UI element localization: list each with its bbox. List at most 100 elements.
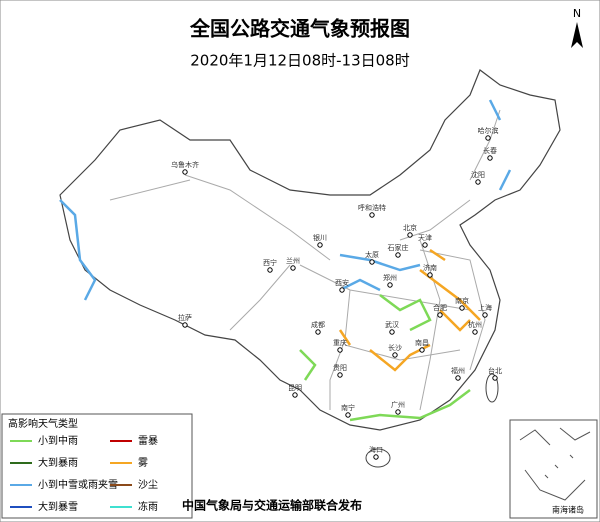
city-label: 银川 xyxy=(313,233,327,242)
city-dot xyxy=(487,155,493,161)
city-dot xyxy=(337,347,343,353)
city-dot xyxy=(182,322,188,328)
china-outline xyxy=(59,69,561,431)
city-label: 武汉 xyxy=(385,320,399,329)
city-label: 济南 xyxy=(423,263,437,272)
city-dot xyxy=(369,259,375,265)
city-label: 拉萨 xyxy=(178,313,192,322)
city-dot xyxy=(389,329,395,335)
city-label: 兰州 xyxy=(286,256,300,265)
weather-road xyxy=(439,309,471,332)
city-label: 沈阳 xyxy=(471,170,485,179)
legend-label: 沙尘 xyxy=(138,479,158,491)
legend-label: 冻雨 xyxy=(138,500,158,513)
north-arrow-shape xyxy=(571,22,583,48)
city-label: 长沙 xyxy=(388,343,402,352)
city-label: 海口 xyxy=(369,445,383,454)
city-label: 杭州 xyxy=(468,320,482,329)
city-dot xyxy=(422,242,428,248)
weather-road xyxy=(379,294,432,332)
road xyxy=(419,249,486,371)
road xyxy=(229,264,291,331)
city-label: 西宁 xyxy=(263,258,277,267)
weather-road xyxy=(339,253,421,272)
city-dot xyxy=(455,375,461,381)
city-label: 重庆 xyxy=(333,338,347,347)
city-dot xyxy=(315,329,321,335)
legend-label: 大到暴雪 xyxy=(38,500,78,513)
city-label: 太原 xyxy=(365,250,379,259)
city-dot xyxy=(459,305,465,311)
city-label: 乌鲁木齐 xyxy=(171,160,199,169)
city-dot xyxy=(345,412,351,418)
legend-label: 雷暴 xyxy=(138,435,158,447)
city-dot xyxy=(485,135,491,141)
title: 全国公路交通气象预报图 xyxy=(189,17,410,41)
city-dot xyxy=(492,375,498,381)
road xyxy=(329,289,351,410)
city-dot xyxy=(475,179,481,185)
city-label: 南昌 xyxy=(415,338,429,347)
city-label: 上海 xyxy=(478,303,492,312)
weather-road xyxy=(488,99,512,191)
city-dot xyxy=(339,287,345,293)
road xyxy=(469,109,501,181)
subtitle: 2020年1月12日08时-13日08时 xyxy=(190,52,409,70)
city-dot xyxy=(472,329,478,335)
weather-road xyxy=(299,349,317,381)
city-dot xyxy=(419,347,425,353)
city-label: 天津 xyxy=(418,234,432,242)
city-label: 福州 xyxy=(451,366,465,375)
city-label: 广州 xyxy=(391,400,405,409)
roads xyxy=(59,99,512,422)
weather-road xyxy=(339,278,381,292)
weather-road xyxy=(349,389,471,422)
city-dot xyxy=(407,232,413,238)
weather-road xyxy=(338,248,446,346)
city-dot xyxy=(182,169,188,175)
road xyxy=(184,174,331,261)
city-label: 石家庄 xyxy=(388,243,409,252)
taiwan xyxy=(485,373,499,403)
city-label: 北京 xyxy=(403,223,417,232)
road xyxy=(419,239,441,411)
road xyxy=(344,344,461,361)
north-label: N xyxy=(573,7,581,20)
city-dot xyxy=(395,252,401,258)
city-label: 长春 xyxy=(483,146,497,155)
city-label: 贵阳 xyxy=(333,363,347,372)
city-dot xyxy=(292,392,298,398)
city-label: 昆明 xyxy=(288,384,302,392)
city-dot xyxy=(437,312,443,318)
legend-label: 雾 xyxy=(138,457,148,469)
city-label: 哈尔滨 xyxy=(478,126,499,135)
city-dot xyxy=(387,282,393,288)
city-label: 南京 xyxy=(455,296,469,305)
footer: 中国气象局与交通运输部联合发布 xyxy=(182,498,362,513)
legend-label: 大到暴雨 xyxy=(38,456,78,469)
city-label: 南宁 xyxy=(341,403,355,412)
inset-label: 南海诸岛 xyxy=(552,505,584,515)
city-label: 成都 xyxy=(311,320,325,329)
city-label: 西安 xyxy=(335,278,349,287)
city-dot xyxy=(482,312,488,318)
city-dot xyxy=(267,267,273,273)
city-dot xyxy=(392,352,398,358)
city-label: 呼和浩特 xyxy=(358,203,386,212)
weather-road xyxy=(59,199,97,301)
legend-label: 小到中雨 xyxy=(38,434,78,447)
city-dot xyxy=(337,372,343,378)
road xyxy=(109,179,191,201)
city-dot xyxy=(317,242,323,248)
north-arrow: N xyxy=(571,7,583,48)
city-label: 郑州 xyxy=(383,274,397,282)
city-dot xyxy=(290,265,296,271)
city-dot xyxy=(373,454,379,460)
city-label: 合肥 xyxy=(433,303,447,312)
legend-box xyxy=(1,413,193,519)
inset-coast xyxy=(519,427,591,501)
city-dot xyxy=(369,212,375,218)
